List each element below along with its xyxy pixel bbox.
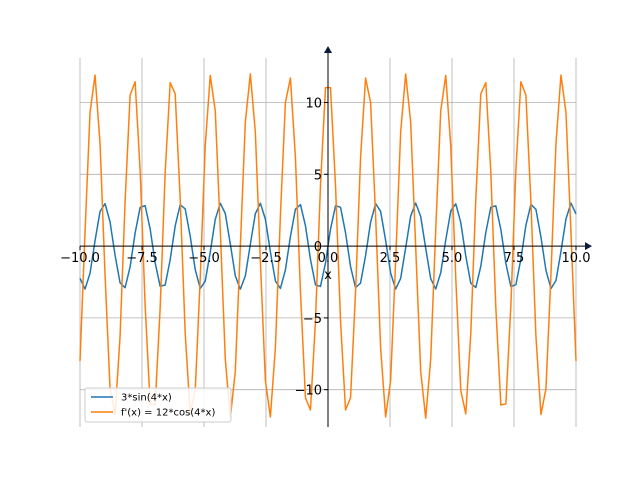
y-tick-label: −10 — [295, 384, 322, 399]
axes — [80, 46, 592, 427]
x-axis-label: x — [324, 268, 332, 283]
x-tick-label: −2.5 — [250, 251, 282, 266]
legend-frame — [84, 387, 232, 423]
x-tick-label: 10.0 — [562, 251, 591, 266]
legend-label-derivative: f'(x) = 12*cos(4*x) — [121, 408, 215, 419]
x-tick-label: 0.0 — [318, 251, 339, 266]
x-tick-label: 7.5 — [504, 251, 525, 266]
x-tick-label: −5.0 — [188, 251, 220, 266]
x-tick-label: −7.5 — [126, 251, 158, 266]
x-tick-label: 5.0 — [442, 251, 463, 266]
legend: 3*sin(4*x) f'(x) = 12*cos(4*x) — [84, 387, 232, 423]
y-tick-label: −5 — [303, 312, 322, 327]
y-tick-label: 0 — [314, 240, 322, 255]
y-tick-label: 5 — [314, 168, 322, 183]
x-tick-label: −10.0 — [60, 251, 100, 266]
legend-label-3sin4x: 3*sin(4*x) — [121, 393, 172, 404]
y-axis-arrow-icon — [324, 46, 332, 53]
y-tick-label: 10 — [305, 97, 322, 112]
x-tick-label: 2.5 — [380, 251, 401, 266]
x-axis-arrow-icon — [585, 242, 592, 251]
ticks: −10.0 −7.5 −5.0 −2.5 0.0 2.5 5.0 7.5 10.0 −10 −5 0 5… — [60, 97, 590, 399]
